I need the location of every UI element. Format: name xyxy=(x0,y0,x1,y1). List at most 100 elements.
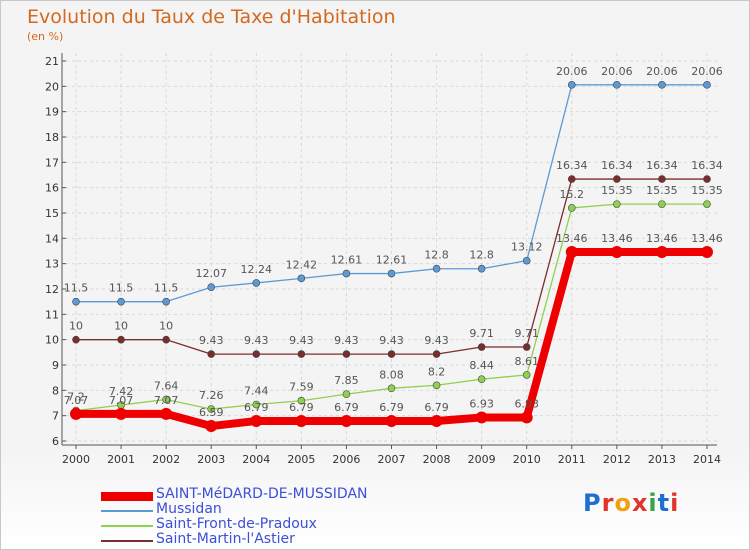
data-point xyxy=(252,350,261,358)
data-label: 13.46 xyxy=(556,232,588,245)
x-tick-label: 2012 xyxy=(603,453,631,466)
x-tick-label: 2007 xyxy=(378,453,406,466)
data-label: 20.06 xyxy=(646,65,678,78)
data-label: 10 xyxy=(69,320,83,333)
x-tick-label: 2014 xyxy=(693,453,721,466)
data-label: 11.5 xyxy=(154,282,179,295)
data-point xyxy=(477,343,486,351)
data-label: 9.43 xyxy=(379,334,404,347)
data-point xyxy=(162,335,170,344)
y-tick-label: 7 xyxy=(52,410,59,423)
data-label: 9.43 xyxy=(199,334,224,347)
x-tick-label: 2013 xyxy=(648,453,676,466)
y-tick-label: 15 xyxy=(45,207,59,220)
x-tick-label: 2001 xyxy=(107,453,135,466)
data-label: 10 xyxy=(114,320,128,333)
data-label: 15.35 xyxy=(646,184,678,197)
data-label: 12.61 xyxy=(331,254,363,267)
data-point xyxy=(658,175,666,183)
data-point xyxy=(160,407,173,420)
data-label: 13.46 xyxy=(646,232,678,245)
data-label: 7.64 xyxy=(154,379,179,392)
y-tick-label: 19 xyxy=(45,106,59,119)
data-label: 11.5 xyxy=(64,282,89,295)
data-label: 9.71 xyxy=(469,327,494,340)
data-point xyxy=(432,350,441,358)
data-point xyxy=(703,81,711,89)
legend-label: Mussidan xyxy=(156,501,222,517)
data-label: 13.12 xyxy=(511,241,543,254)
data-label: 15.35 xyxy=(691,184,723,197)
data-point xyxy=(342,350,351,358)
data-point xyxy=(252,279,261,287)
y-tick-label: 10 xyxy=(45,334,59,347)
data-label: 15.35 xyxy=(601,184,633,197)
y-tick-label: 16 xyxy=(45,182,59,195)
data-label: 8.08 xyxy=(379,368,404,381)
data-point xyxy=(162,297,170,306)
legend-swatch xyxy=(101,525,153,527)
data-label: 9.43 xyxy=(244,334,269,347)
data-label: 16.34 xyxy=(691,159,723,172)
data-label: 6.93 xyxy=(514,397,539,410)
data-point xyxy=(432,264,441,273)
data-point xyxy=(385,414,398,427)
data-point xyxy=(117,335,125,344)
data-point xyxy=(342,390,351,398)
data-point xyxy=(342,269,351,278)
data-label: 12.8 xyxy=(469,249,494,262)
data-label: 7.59 xyxy=(289,381,314,394)
data-point xyxy=(613,81,621,89)
data-point xyxy=(340,414,353,427)
data-label: 12.24 xyxy=(241,263,273,276)
data-label: 9.71 xyxy=(514,327,539,340)
data-label: 13.46 xyxy=(601,232,633,245)
data-point xyxy=(72,297,80,306)
data-point xyxy=(701,246,713,259)
data-label: 8.44 xyxy=(469,359,494,372)
proxiti-logo: Proxiti xyxy=(583,489,680,517)
data-point xyxy=(565,246,578,259)
data-label: 11.5 xyxy=(109,282,134,295)
y-tick-label: 14 xyxy=(45,232,59,245)
data-point xyxy=(477,375,486,383)
data-point xyxy=(658,81,666,89)
data-point xyxy=(115,407,128,420)
data-point xyxy=(207,405,216,413)
y-tick-label: 9 xyxy=(52,359,59,372)
data-point xyxy=(613,200,621,208)
data-label: 20.06 xyxy=(601,65,633,78)
data-label: 7.07 xyxy=(154,394,179,407)
data-label: 6.79 xyxy=(424,401,449,414)
data-label: 7.42 xyxy=(109,385,134,398)
data-label: 20.06 xyxy=(691,65,723,78)
data-point xyxy=(205,420,218,433)
y-tick-label: 6 xyxy=(52,435,59,448)
data-label: 9.43 xyxy=(334,334,359,347)
chart-title: Evolution du Taux de Taxe d'Habitation xyxy=(27,6,396,28)
x-tick-label: 2006 xyxy=(332,453,360,466)
data-label: 6.79 xyxy=(289,401,314,414)
y-tick-label: 18 xyxy=(45,131,59,144)
legend-label: Saint-Martin-l'Astier xyxy=(156,531,295,547)
x-tick-label: 2004 xyxy=(242,453,270,466)
data-point xyxy=(475,411,488,424)
data-point xyxy=(610,246,623,259)
data-point xyxy=(567,81,576,89)
data-point xyxy=(703,200,711,208)
x-tick-label: 2002 xyxy=(152,453,180,466)
grid-layer xyxy=(66,53,717,442)
data-label: 16.34 xyxy=(556,159,588,172)
data-label: 12.61 xyxy=(376,254,408,267)
data-point xyxy=(252,400,261,409)
data-point xyxy=(655,246,668,259)
data-point xyxy=(567,175,576,183)
x-tick-label: 2005 xyxy=(287,453,315,466)
data-label: 6.93 xyxy=(469,397,494,410)
y-tick-label: 12 xyxy=(45,283,59,296)
data-point xyxy=(297,274,306,283)
data-point xyxy=(117,297,125,306)
data-point xyxy=(162,395,170,404)
legend-swatch xyxy=(101,491,153,501)
